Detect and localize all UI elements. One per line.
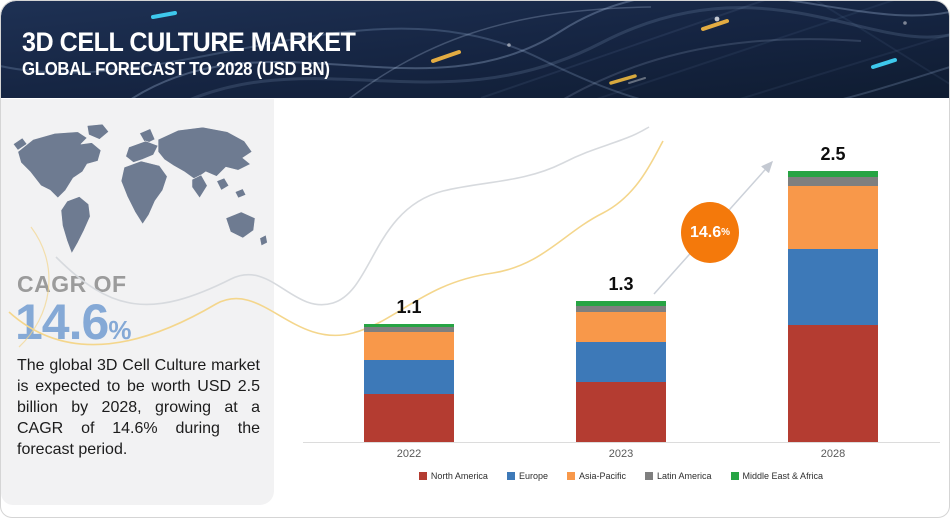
bar-segment-europe xyxy=(788,248,878,325)
legend-label: Latin America xyxy=(657,471,712,481)
bar-segment-middle-east-africa xyxy=(576,300,666,307)
sidebar-panel: CAGR OF 14.6% The global 3D Cell Culture… xyxy=(1,99,274,505)
growth-rate-value: 14.6 xyxy=(689,223,722,241)
x-axis-tick-label: 2023 xyxy=(608,448,634,460)
bar-total-label: 2.5 xyxy=(820,143,846,164)
world-map-graphic xyxy=(7,113,269,283)
world-map-icon xyxy=(12,123,268,254)
legend-swatch-icon xyxy=(566,472,575,480)
bar-segment-europe xyxy=(576,342,666,383)
bar-segment-middle-east-africa xyxy=(364,323,454,327)
bar-total-label: 1.1 xyxy=(396,296,422,317)
header-banner: 3D CELL CULTURE MARKET GLOBAL FORECAST T… xyxy=(1,1,949,98)
legend-label: Asia-Pacific xyxy=(578,471,626,481)
x-axis-tick-label: 2022 xyxy=(396,448,422,460)
stacked-bar-chart: 1.1 1.3 2.5 2022 2023 2028 14.6% North Ameri… xyxy=(291,97,949,517)
chart-legend: North America Europe Asia-Pacific Latin Ame… xyxy=(291,471,949,481)
legend-label: Europe xyxy=(518,471,548,481)
cagr-value: 14.6% xyxy=(15,293,131,351)
legend-swatch-icon xyxy=(645,472,653,480)
page-subtitle: GLOBAL FORECAST TO 2028 (USD BN) xyxy=(22,59,330,79)
bar-segment-latin-america xyxy=(364,326,454,333)
legend-item: Europe xyxy=(506,471,548,481)
bar-segment-middle-east-africa xyxy=(788,170,878,178)
bar-segment-asia-pacific xyxy=(576,311,666,343)
legend-swatch-icon xyxy=(418,472,427,480)
header-background-art xyxy=(1,1,949,98)
legend-label: North America xyxy=(430,471,488,481)
x-axis-tick-label: 2028 xyxy=(820,448,846,460)
legend-item: Asia-Pacific xyxy=(566,471,626,481)
legend-item: North America xyxy=(418,471,488,481)
bar-segment-asia-pacific xyxy=(788,185,878,249)
cagr-percent-sign: % xyxy=(108,315,132,345)
bar-segment-asia-pacific xyxy=(364,332,454,360)
bar-segment-latin-america xyxy=(576,306,666,312)
legend-label: Middle East & Africa xyxy=(742,471,824,481)
cagr-number: 14.6 xyxy=(15,294,109,350)
bar-segment-europe xyxy=(364,359,454,395)
bar-total-label: 1.3 xyxy=(608,273,634,294)
x-axis-baseline xyxy=(303,442,940,443)
legend-swatch-icon xyxy=(506,472,515,480)
legend-item: Latin America xyxy=(645,471,712,481)
market-description: The global 3D Cell Culture market is exp… xyxy=(17,357,260,458)
bar-segment-north-america xyxy=(788,324,878,442)
growth-rate-badge: 14.6% xyxy=(681,202,739,263)
page-title: 3D CELL CULTURE MARKET xyxy=(22,27,356,57)
bar-segment-latin-america xyxy=(788,177,878,186)
bar-segment-north-america xyxy=(576,382,666,442)
legend-item: Middle East & Africa xyxy=(730,471,824,481)
legend-swatch-icon xyxy=(730,472,739,480)
growth-rate-percent-sign: % xyxy=(721,227,731,238)
bar-segment-north-america xyxy=(364,394,454,442)
